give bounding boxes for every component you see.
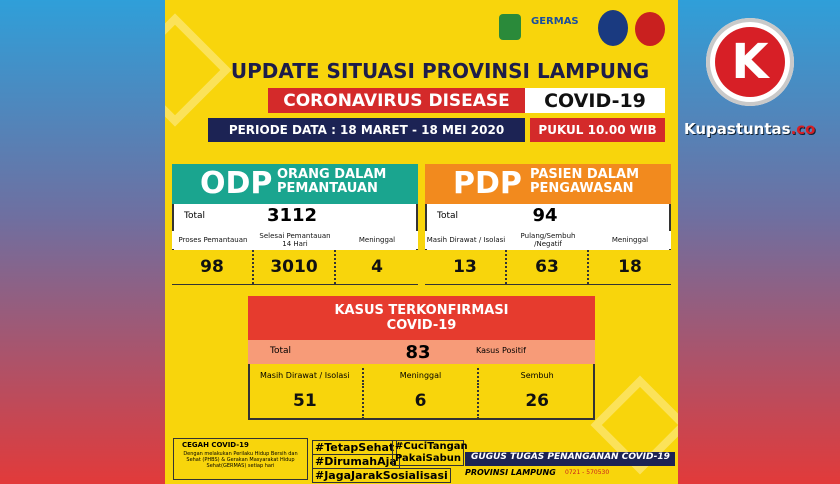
- brand-name-main: Kupastuntas: [684, 120, 791, 138]
- column-label: Meninggal: [589, 231, 671, 249]
- panel-label: PASIEN DALAM PENGAWASAN: [530, 167, 640, 196]
- total-label: Total: [184, 211, 206, 221]
- hashtag: #DirumahAja: [312, 454, 400, 469]
- logo: [499, 14, 521, 40]
- column-label: Masih Dirawat / Isolasi: [248, 368, 364, 382]
- prevention-text: Dengan melakukan Perilaku Hidup Bersih d…: [183, 451, 298, 469]
- total-value: 83: [405, 341, 431, 363]
- time: PUKUL 10.00 WIB: [530, 118, 665, 142]
- brand-name-tld: .co: [790, 120, 816, 138]
- panel-code: ODP: [200, 166, 273, 201]
- total-label: Total: [270, 346, 292, 356]
- poster: GERMAS UPDATE SITUASI PROVINSI LAMPUNG C…: [165, 0, 678, 484]
- prevention-box: CEGAH COVID-19 Dengan melakukan Perilaku…: [173, 438, 308, 480]
- column-value: 63: [507, 250, 589, 284]
- total-label: Total: [437, 211, 459, 221]
- column-label: Masih Dirawat / Isolasi: [425, 231, 507, 249]
- column-value: 3010: [254, 250, 336, 284]
- logo: [635, 12, 665, 46]
- brand-name: Kupastuntas.co: [684, 120, 840, 138]
- total-value: 94: [532, 205, 558, 226]
- hashtag: #JagaJarakSosialisasi: [312, 468, 451, 483]
- task-force: GUGUS TUGAS PENANGANAN COVID-19: [465, 452, 675, 466]
- period: PERIODE DATA : 18 MARET - 18 MEI 2020: [208, 118, 525, 142]
- total-note: Kasus Positif: [476, 346, 526, 355]
- column-label: Meninggal: [336, 231, 418, 249]
- column-label: Selesai Pemantauan 14 Hari: [254, 231, 336, 249]
- brand-logo-mark: K: [715, 27, 785, 97]
- prevention-title: CEGAH COVID-19: [182, 441, 249, 449]
- panel-header: [172, 164, 418, 204]
- brand-logo: K: [706, 18, 794, 106]
- column-value: 6: [364, 383, 480, 419]
- hashtag: #TetapSehat: [312, 440, 398, 455]
- province: PROVINSI LAMPUNG: [465, 468, 556, 477]
- column-label: Sembuh: [520, 370, 554, 380]
- panel-label: ORANG DALAM PEMANTAUAN: [277, 167, 387, 196]
- column-value: 4: [336, 250, 418, 284]
- subtitle: CORONAVIRUS DISEASE: [268, 88, 525, 113]
- confirmed-total-row: [248, 340, 595, 364]
- logo-germas: GERMAS: [531, 16, 579, 27]
- column-label: Meninggal: [364, 368, 480, 382]
- column-value: 13: [425, 250, 507, 284]
- column-value: 18: [589, 250, 671, 284]
- column-value: 51: [248, 383, 364, 419]
- column-label: Pulang/Sembuh /Negatif: [507, 231, 589, 249]
- confirmed-header: KASUS TERKONFIRMASI COVID-19: [248, 296, 595, 340]
- covid-badge: COVID-19: [525, 88, 665, 113]
- panel-header: [425, 164, 671, 204]
- total-value: 3112: [266, 205, 318, 226]
- hashtag: #CuciTangan PakaiSabun: [392, 440, 468, 466]
- column-value: 26: [525, 391, 549, 411]
- title: UPDATE SITUASI PROVINSI LAMPUNG: [230, 59, 650, 83]
- hotline: 0721 - 570530: [565, 469, 610, 476]
- panel-code: PDP: [453, 166, 522, 201]
- column-label: Proses Pemantauan: [172, 231, 254, 249]
- column-value: 98: [172, 250, 254, 284]
- logo: [598, 10, 628, 46]
